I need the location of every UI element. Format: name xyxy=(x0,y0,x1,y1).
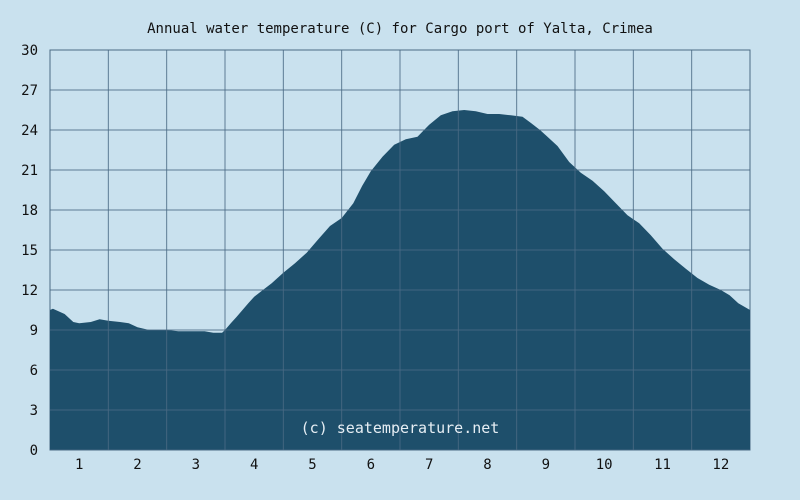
x-tick-label: 11 xyxy=(654,457,671,473)
x-tick-label: 8 xyxy=(483,457,491,473)
y-axis-tick-labels: 0 3 6 9 12 15 18 21 24 27 30 xyxy=(21,43,38,459)
y-tick-label: 0 xyxy=(30,443,38,459)
x-axis-tick-labels: 1 2 3 4 5 6 7 8 9 10 11 12 xyxy=(75,457,729,473)
x-tick-label: 1 xyxy=(75,457,83,473)
x-tick-label: 12 xyxy=(712,457,729,473)
y-tick-label: 12 xyxy=(21,283,38,299)
watermark: (c) seatemperature.net xyxy=(301,419,500,437)
gridlines xyxy=(50,49,750,451)
x-tick-label: 10 xyxy=(596,457,613,473)
chart-title: Annual water temperature (C) for Cargo p… xyxy=(147,21,653,37)
y-tick-label: 6 xyxy=(30,363,38,379)
x-tick-label: 4 xyxy=(250,457,258,473)
y-tick-label: 30 xyxy=(21,43,38,59)
x-tick-label: 9 xyxy=(542,457,550,473)
x-tick-label: 3 xyxy=(192,457,200,473)
x-tick-label: 5 xyxy=(308,457,316,473)
y-tick-label: 24 xyxy=(21,123,38,139)
x-tick-label: 7 xyxy=(425,457,433,473)
x-tick-label: 2 xyxy=(133,457,141,473)
x-tick-label: 6 xyxy=(367,457,375,473)
y-tick-label: 3 xyxy=(30,403,38,419)
y-tick-label: 21 xyxy=(21,163,38,179)
y-tick-label: 27 xyxy=(21,83,38,99)
y-tick-label: 15 xyxy=(21,243,38,259)
y-tick-label: 9 xyxy=(30,323,38,339)
y-tick-label: 18 xyxy=(21,203,38,219)
